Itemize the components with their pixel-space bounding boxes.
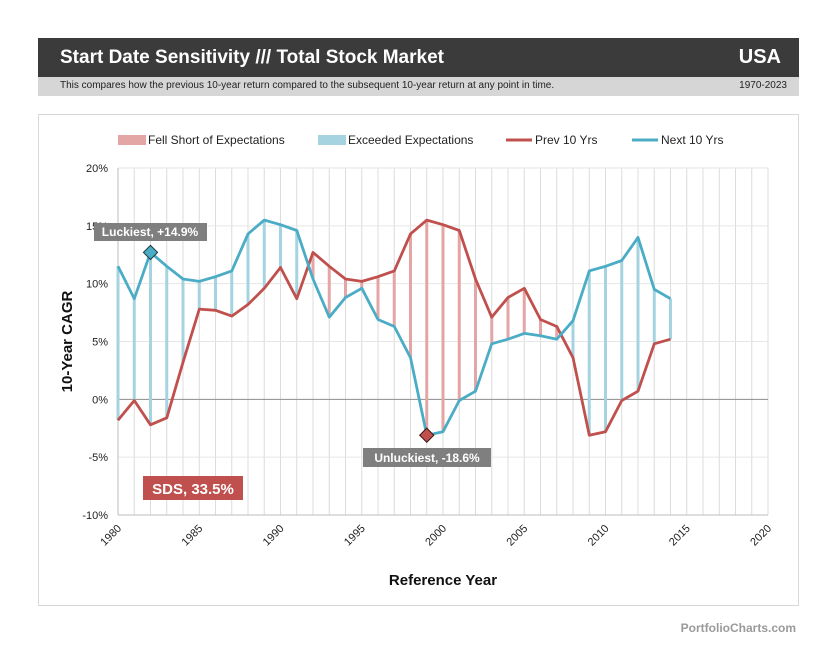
- x-tick-label: 1995: [342, 523, 368, 549]
- unluckiest-label-box: [363, 448, 491, 467]
- sds-badge-label: SDS, 33.5%: [152, 481, 234, 498]
- luckiest-label-box: [94, 223, 207, 241]
- x-tick-label: 2020: [748, 523, 774, 549]
- legend-prev-10-yrs-label: Prev 10 Yrs: [535, 133, 597, 147]
- x-tick-label: 2000: [423, 523, 449, 549]
- y-tick-label: 20%: [86, 163, 108, 175]
- x-tick-label: 1990: [261, 523, 287, 549]
- chart-title: Start Date Sensitivity /// Total Stock M…: [60, 47, 444, 68]
- region-label: USA: [738, 46, 781, 68]
- y-tick-label: 5%: [92, 337, 108, 349]
- luckiest-marker: [142, 244, 159, 261]
- y-tick-label: -5%: [88, 452, 108, 464]
- date-range: 1970-2023: [739, 80, 787, 91]
- chart-panel: [38, 114, 799, 606]
- prev-10-yrs-line: [116, 218, 671, 437]
- brand-footer[interactable]: PortfolioCharts.com: [680, 621, 796, 635]
- x-tick-label: 2005: [505, 523, 531, 549]
- next-10-yrs-line: [116, 218, 672, 437]
- y-tick-label: -10%: [82, 510, 108, 522]
- legend-fell-short-swatch: [118, 135, 146, 145]
- x-axis-title: Reference Year: [389, 572, 497, 589]
- x-tick-label: 1985: [180, 523, 206, 549]
- chart-header: Start Date Sensitivity /// Total Stock M…: [38, 38, 799, 77]
- luckiest-label: Luckiest, +14.9%: [102, 225, 199, 239]
- y-axis-title: 10-Year CAGR: [59, 290, 76, 392]
- sds-badge-box: [143, 476, 243, 500]
- legend-exceeded-swatch: [318, 135, 346, 145]
- legend-exceeded-label: Exceeded Expectations: [348, 133, 473, 147]
- chart-description: This compares how the previous 10-year r…: [60, 80, 555, 91]
- y-tick-label: 10%: [86, 279, 108, 291]
- y-tick-label: 0%: [92, 394, 108, 406]
- unluckiest-marker: [418, 427, 435, 443]
- description-bar: This compares how the previous 10-year r…: [38, 77, 799, 96]
- x-tick-label: 1980: [98, 523, 124, 549]
- legend-next-10-yrs-label: Next 10 Yrs: [661, 133, 723, 147]
- legend-fell-short-label: Fell Short of Expectations: [148, 133, 285, 147]
- unluckiest-label: Unluckiest, -18.6%: [374, 451, 480, 465]
- x-tick-label: 2015: [667, 523, 693, 549]
- x-tick-label: 2010: [586, 523, 612, 549]
